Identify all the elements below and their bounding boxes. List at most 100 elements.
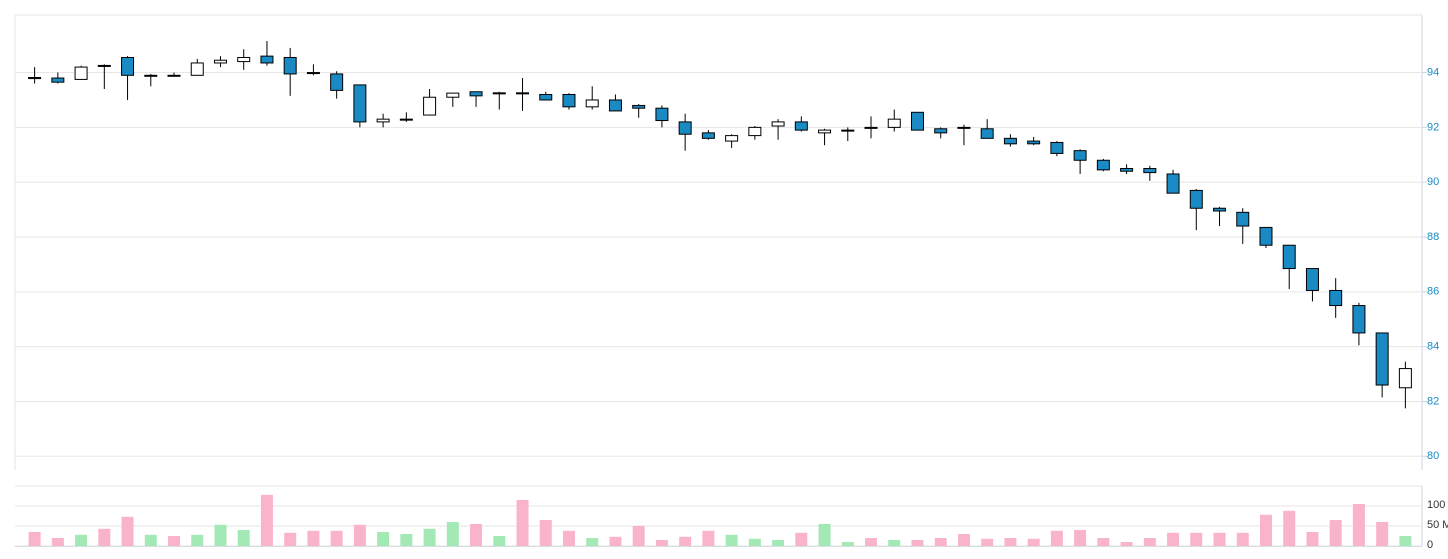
- volume-bar: [888, 540, 901, 546]
- candle-body: [190, 62, 204, 76]
- candle-body: [1050, 141, 1064, 154]
- y-tick-label: 84: [1427, 341, 1439, 353]
- volume-bar: [748, 538, 761, 546]
- y-tick-label: 86: [1427, 286, 1439, 298]
- volume-bar: [818, 524, 831, 546]
- volume-bar: [1004, 538, 1017, 546]
- volume-bar: [981, 538, 994, 546]
- candle-body: [725, 135, 739, 142]
- candle-body: [330, 73, 344, 91]
- candle-body: [1027, 140, 1041, 145]
- candle-body: [701, 132, 715, 139]
- candle-body: [1282, 244, 1296, 270]
- candle-body: [51, 77, 65, 83]
- volume-tick-label: 50 M: [1427, 519, 1448, 531]
- candle-body: [1375, 332, 1389, 386]
- volume-bar: [51, 538, 64, 546]
- volume-bar: [214, 524, 227, 546]
- candle-body: [1305, 268, 1319, 291]
- candle-body: [237, 56, 251, 63]
- candle-body: [1003, 137, 1017, 145]
- volume-bar: [1376, 522, 1389, 546]
- candle-body: [28, 76, 42, 80]
- volume-bar: [191, 534, 204, 546]
- candle-body: [306, 72, 320, 75]
- volume-bar: [632, 526, 645, 546]
- candle-body: [446, 92, 460, 98]
- candle-body: [771, 121, 785, 127]
- y-tick-label: 82: [1427, 395, 1439, 407]
- volume-bar: [841, 542, 854, 546]
- volume-bar: [377, 532, 390, 546]
- candle-body: [841, 129, 855, 132]
- volume-bar: [1027, 538, 1040, 546]
- candle-body: [283, 56, 297, 75]
- candle-body: [957, 126, 971, 129]
- volume-bar: [1352, 504, 1365, 546]
- candle-body: [376, 118, 390, 123]
- volume-bar: [1097, 538, 1110, 546]
- volume-bar: [260, 494, 273, 546]
- candle-body: [1096, 159, 1110, 171]
- candle-body: [97, 64, 111, 67]
- candle-body: [423, 96, 437, 116]
- volume-bar: [400, 534, 413, 546]
- volume-bar: [795, 532, 808, 546]
- volume-bar: [237, 530, 250, 546]
- volume-bar: [865, 538, 878, 546]
- candle-body: [794, 121, 808, 131]
- volume-bar: [957, 534, 970, 546]
- volume-bar: [307, 530, 320, 546]
- volume-bar: [911, 540, 924, 546]
- candle-body: [1398, 368, 1412, 389]
- volume-bar: [609, 536, 622, 546]
- candle-body: [1259, 226, 1273, 246]
- volume-bar: [1120, 542, 1133, 546]
- volume-bar: [75, 534, 88, 546]
- volume-bar: [516, 500, 529, 546]
- volume-bar: [1167, 532, 1180, 546]
- volume-bar: [1236, 532, 1249, 546]
- candle-body: [1352, 305, 1366, 334]
- volume-bar: [28, 532, 41, 546]
- candle-body: [585, 99, 599, 108]
- candle-body: [655, 107, 669, 122]
- candle-body: [678, 121, 692, 135]
- volume-tick-label: 100: [1427, 499, 1445, 511]
- volume-bar: [562, 530, 575, 546]
- volume-bar: [1143, 538, 1156, 546]
- candle-body: [864, 126, 878, 129]
- candle-body: [516, 92, 530, 95]
- volume-bar: [772, 540, 785, 546]
- candle-body: [539, 93, 553, 101]
- candle-body: [167, 74, 181, 77]
- candle-body: [910, 111, 924, 131]
- candle-body: [260, 55, 274, 64]
- candle-body: [213, 59, 227, 64]
- volume-bar: [1329, 520, 1342, 546]
- volume-bar: [353, 524, 366, 546]
- candle-body: [934, 128, 948, 134]
- candle-body: [748, 126, 762, 137]
- candle-body: [1120, 167, 1134, 172]
- y-tick-label: 94: [1427, 66, 1439, 78]
- candle-body: [144, 74, 158, 77]
- volume-tick-label: 0: [1427, 539, 1433, 551]
- volume-bar: [446, 522, 459, 546]
- volume-bar: [1213, 532, 1226, 546]
- volume-bar: [144, 534, 157, 546]
- volume-bar: [1050, 530, 1063, 546]
- volume-bar: [1190, 532, 1203, 546]
- volume-bar: [1306, 532, 1319, 546]
- volume-bar: [1399, 536, 1412, 546]
- volume-bar: [1259, 514, 1272, 546]
- candle-body: [1329, 289, 1343, 307]
- candle-body: [74, 66, 88, 80]
- candle-body: [469, 91, 483, 97]
- y-tick-label: 80: [1427, 450, 1439, 462]
- candle-body: [121, 56, 135, 76]
- candle-body: [1166, 173, 1180, 194]
- y-tick-label: 88: [1427, 231, 1439, 243]
- candle-body: [980, 128, 994, 139]
- volume-bar: [98, 528, 111, 546]
